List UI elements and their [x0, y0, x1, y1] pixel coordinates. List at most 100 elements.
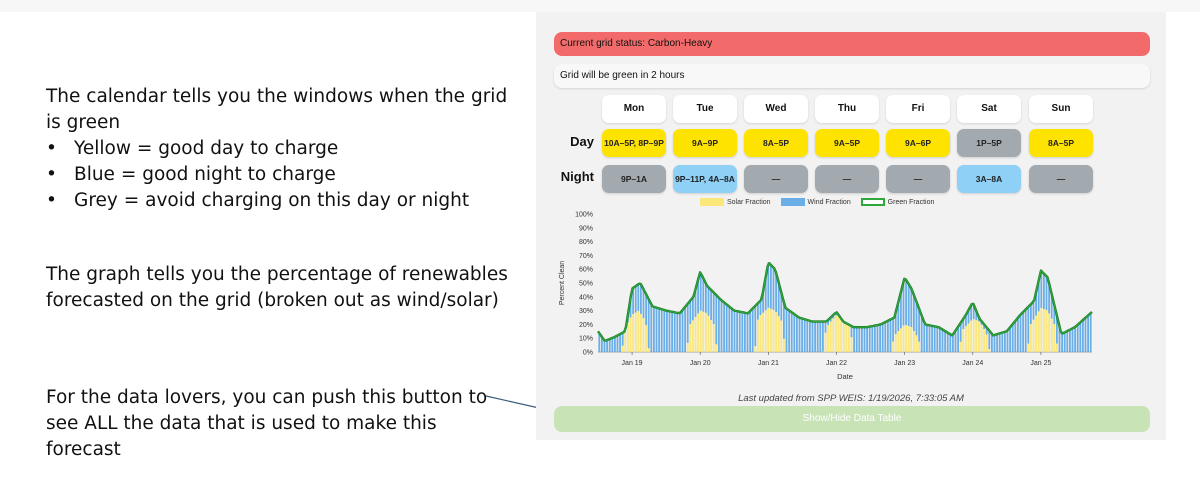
solar-bar — [910, 327, 913, 352]
wind-bar — [889, 319, 892, 352]
solar-bar — [1048, 313, 1050, 352]
wind-bar — [793, 314, 796, 352]
y-tick-label: 10% — [579, 336, 593, 343]
solar-bar — [772, 309, 775, 352]
wind-bar — [824, 321, 827, 333]
bullet-blue: Blue = good night to charge — [46, 162, 516, 188]
wind-bar — [991, 333, 993, 352]
wind-bar — [1019, 314, 1022, 352]
wind-bar — [972, 304, 975, 320]
wind-bar — [790, 312, 793, 352]
wind-bar — [783, 302, 785, 339]
wind-bar — [679, 313, 681, 352]
wind-bar — [1032, 301, 1035, 320]
solar-bar — [1037, 311, 1040, 352]
wind-bar — [744, 312, 746, 352]
solar-bar — [913, 331, 915, 352]
wind-bar — [772, 267, 775, 310]
day-header-sat: Sat — [957, 95, 1021, 123]
solar-bar — [767, 307, 770, 352]
wind-bar — [1056, 315, 1058, 344]
wind-bar — [603, 340, 606, 352]
wind-bar — [616, 335, 619, 352]
wind-bar — [809, 320, 811, 352]
wind-bar — [614, 336, 616, 352]
wind-bar — [920, 315, 923, 352]
solar-bar — [900, 328, 902, 352]
wind-bar — [660, 309, 663, 352]
wind-bar — [967, 310, 970, 324]
solar-bar — [757, 319, 759, 352]
wind-bar — [673, 312, 676, 352]
wind-bar — [738, 311, 741, 352]
wind-bar — [598, 333, 601, 352]
wind-bar — [759, 300, 762, 316]
day-header-wed: Wed — [744, 95, 808, 123]
wind-bar — [985, 327, 988, 335]
wind-bar — [689, 300, 692, 324]
wind-bar — [710, 289, 712, 320]
y-tick-label: 20% — [579, 322, 593, 329]
wind-bar — [1082, 320, 1084, 352]
wind-bar — [936, 326, 939, 352]
solar-bar — [829, 321, 832, 352]
solar-bar — [710, 319, 712, 352]
wind-bar — [606, 340, 608, 352]
night-window-fri: — — [886, 165, 950, 193]
solar-bar — [892, 341, 894, 352]
show-hide-data-table-button[interactable]: Show/Hide Data Table — [554, 406, 1150, 432]
row-label-day: Day — [570, 134, 594, 149]
solar-bar — [978, 321, 980, 352]
renewables-chart: 0% 10% 20% 30% 40% 50% 60% 70% 80% 90% 100% Jan 19 J… — [559, 212, 1093, 381]
wind-bar — [653, 306, 655, 352]
wind-bar — [962, 318, 965, 330]
wind-bar — [1009, 327, 1011, 352]
solar-bar — [637, 310, 640, 352]
wind-bar — [975, 310, 978, 321]
day-window-tue: 9A–9P — [673, 129, 737, 157]
wind-bar — [915, 301, 918, 336]
wind-bar — [902, 281, 905, 326]
wind-bar — [1006, 330, 1009, 352]
wind-bar — [1011, 324, 1014, 352]
wind-bar — [866, 327, 868, 352]
wind-bar — [754, 305, 757, 347]
wind-bar — [666, 310, 668, 352]
solar-bar — [980, 324, 983, 352]
solar-bar — [707, 315, 710, 352]
row-label-night: Night — [560, 169, 594, 184]
solar-bar — [988, 349, 991, 352]
solar-bar — [965, 326, 967, 352]
solar-bar — [970, 320, 972, 352]
y-axis-label: Percent Clean — [559, 261, 566, 305]
wind-bar — [881, 323, 884, 352]
solar-bar — [905, 324, 907, 352]
solar-bar — [983, 328, 985, 352]
wind-bar — [941, 329, 944, 352]
wind-bar — [850, 326, 853, 338]
wind-bar — [796, 316, 798, 352]
wind-bar — [959, 322, 962, 342]
y-tick-label: 30% — [579, 308, 593, 315]
wind-bar — [608, 338, 611, 352]
solar-bar — [775, 312, 777, 352]
wind-bar — [1040, 270, 1043, 309]
wind-bar — [634, 286, 637, 313]
wind-bar — [686, 303, 689, 343]
day-window-thu: 9A–5P — [815, 129, 879, 157]
bullet-grey: Grey = avoid charging on this day or nig… — [46, 188, 516, 214]
night-window-wed: — — [744, 165, 808, 193]
wind-bar — [926, 324, 928, 352]
wind-bar — [900, 292, 902, 329]
y-tick-label: 60% — [579, 267, 593, 274]
solar-bar — [697, 313, 699, 352]
wind-bar — [910, 288, 913, 328]
wind-bar — [1071, 328, 1074, 352]
solar-bar — [780, 320, 783, 352]
wind-bar — [1074, 327, 1076, 352]
y-tick-label: 70% — [579, 253, 593, 260]
day-window-sat: 1P–5P — [957, 129, 1021, 157]
wind-bar — [694, 289, 697, 317]
wind-bar — [811, 321, 814, 352]
wind-bar — [905, 279, 907, 325]
